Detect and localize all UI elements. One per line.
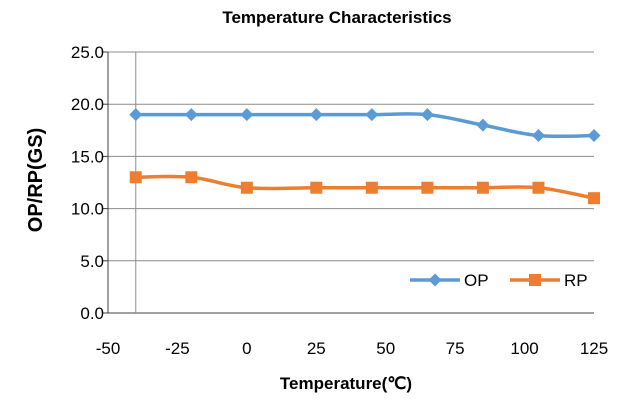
y-tick-label: 10.0 [71,200,104,219]
legend-item-op: OP [410,271,489,290]
x-tick-label: 25 [307,339,326,358]
data-point-rp [310,181,323,194]
data-point-op [420,108,434,122]
legend-label-op: OP [464,271,489,290]
legend-marker-op [428,273,442,287]
data-point-op [184,108,198,122]
axes [103,51,594,314]
legend-item-rp: RP [510,271,588,290]
legend-marker-rp [529,274,541,286]
data-point-rp [476,181,489,194]
x-axis-label: Temperature(℃) [280,374,412,393]
x-tick-label: -25 [165,339,190,358]
legend-label-rp: RP [564,271,588,290]
x-tick-label: 50 [376,339,395,358]
y-axis-label: OP/RP(GS) [25,128,47,232]
data-point-op [587,129,601,143]
data-point-rp [185,171,198,184]
y-tick-label: 20.0 [71,95,104,114]
chart-title: Temperature Characteristics [222,8,451,27]
series [129,108,601,205]
y-tick-label: 25.0 [71,43,104,62]
data-point-rp [129,171,142,184]
y-tick-label: 15.0 [71,147,104,166]
data-point-op [531,129,545,143]
series-rp [129,171,600,205]
x-tick-labels: -50 -25 0 25 50 75 100 125 [96,339,608,358]
legend: OP RP [410,271,588,290]
y-tick-label: 0.0 [80,304,104,323]
series-op [129,108,601,143]
y-tick-label: 5.0 [80,252,104,271]
data-point-rp [588,192,600,205]
x-tick-label: 100 [510,339,538,358]
x-tick-label: 125 [580,339,608,358]
data-point-op [129,108,143,122]
data-point-op [476,118,490,132]
data-point-rp [365,181,378,194]
x-tick-label: -50 [96,339,121,358]
data-point-rp [532,181,545,194]
series-line-rp [135,174,595,200]
grid-lines [108,51,594,262]
y-tick-labels: 0.0 5.0 10.0 15.0 20.0 25.0 [71,43,104,323]
data-point-rp [240,181,253,194]
data-point-rp [421,181,434,194]
data-point-op [365,108,379,122]
data-point-op [309,108,323,122]
x-tick-label: 0 [242,339,251,358]
series-line-op [135,112,595,139]
data-point-op [240,108,254,122]
x-tick-label: 75 [446,339,465,358]
